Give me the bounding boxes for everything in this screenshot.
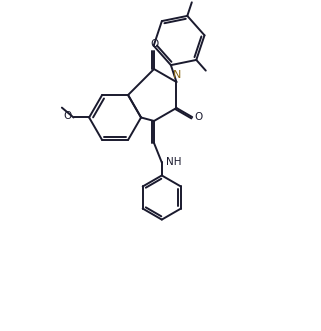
- Text: NH: NH: [166, 158, 181, 167]
- Text: N: N: [173, 70, 181, 80]
- Text: O: O: [194, 112, 203, 122]
- Text: O: O: [64, 112, 72, 121]
- Text: O: O: [151, 39, 159, 49]
